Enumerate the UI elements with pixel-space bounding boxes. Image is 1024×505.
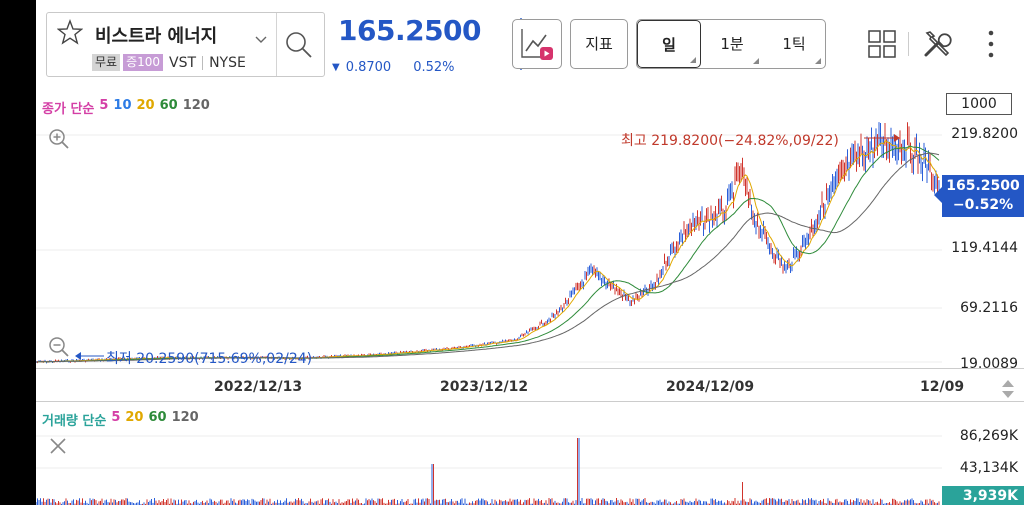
search-icon[interactable]: [283, 29, 315, 61]
ma-10: 10: [113, 98, 132, 113]
x-axis-label: 2024/12/09: [666, 379, 755, 395]
change-percent: 0.52%: [413, 60, 455, 75]
close-icon[interactable]: [48, 436, 68, 456]
tools-icon[interactable]: [922, 29, 952, 59]
current-price: 165.2500: [338, 14, 482, 47]
x-axis-label: 2023/12/12: [440, 379, 529, 395]
scroll-arrows-icon[interactable]: [1000, 378, 1016, 400]
divider: [276, 13, 277, 76]
free-badge: 무료: [92, 54, 121, 71]
ticker: VST: [169, 54, 197, 71]
vol-ma-5: 5: [111, 410, 121, 425]
down-triangle-icon: ▼: [332, 62, 340, 73]
ma-5: 5: [99, 98, 109, 113]
ma-120: 120: [182, 98, 210, 113]
price-ma-legend[interactable]: 종가 단순 5 10 20 60 120: [42, 98, 210, 117]
price-chart[interactable]: 종가 단순 5 10 20 60 120 1000 219.8200 119.4…: [36, 90, 1024, 400]
moving-average-line: [36, 145, 940, 363]
x-axis: 2022/12/13 2023/12/12 2024/12/09 12/09: [36, 368, 1024, 400]
x-axis-label: 2022/12/13: [214, 379, 303, 395]
change-value: 0.8700: [345, 60, 392, 75]
vol-ma-120: 120: [171, 410, 199, 425]
marker-percent: −0.52%: [952, 197, 1014, 213]
y-axis-label: 119.4144: [951, 240, 1018, 256]
x-axis-label: 12/09: [920, 379, 965, 395]
stock-name[interactable]: 비스트라 에너지: [95, 26, 218, 47]
current-volume-marker: 3,939K: [942, 486, 1024, 505]
exchange: NYSE: [209, 54, 246, 71]
layout-grid-icon[interactable]: [868, 30, 896, 58]
ma-60: 60: [159, 98, 178, 113]
volume-axis-label: 43,134K: [959, 460, 1018, 476]
stock-tags: 무료 증100 VST NYSE: [92, 54, 246, 71]
low-arrow-head: [75, 352, 81, 360]
period-label: 1틱: [782, 35, 806, 53]
more-vertical-icon[interactable]: [986, 28, 996, 60]
corner-triangle-icon: [815, 58, 821, 64]
marker-price: 165.2500: [946, 178, 1020, 194]
moving-average-line: [36, 152, 940, 363]
current-price-marker: 165.2500 −0.52%: [934, 175, 1024, 217]
vol-ma-20: 20: [125, 410, 144, 425]
candle-count-button[interactable]: 1000: [946, 93, 1012, 115]
stock-selector[interactable]: 비스트라 에너지 무료 증100 VST NYSE: [46, 12, 325, 77]
low-annotation: 최저 20.2590(715.69%,02/24): [106, 351, 313, 367]
high-annotation: 최고 219.8200(−24.82%,09/22): [621, 133, 839, 149]
divider: [908, 32, 909, 56]
moving-average-line: [36, 140, 940, 363]
ma-title: 종가 단순: [42, 102, 95, 117]
period-label: 1분: [720, 35, 744, 53]
volume-chart[interactable]: 거래량 단순 5 20 60 120 86,269K 43,134K 3,939…: [36, 401, 1024, 505]
chart-type-button[interactable]: [512, 19, 562, 69]
period-selector: 일 1분 1틱: [636, 19, 826, 69]
volume-ma-legend[interactable]: 거래량 단순 5 20 60 120: [42, 410, 199, 429]
margin-badge: 증100: [123, 54, 164, 71]
marker-arrow-icon: [934, 187, 942, 203]
vol-ma-title: 거래량 단순: [42, 414, 107, 429]
header: 비스트라 에너지 무료 증100 VST NYSE 165.2500 ▼ 0.8…: [36, 0, 1024, 90]
ma-20: 20: [136, 98, 155, 113]
y-axis-label: 219.8200: [951, 126, 1018, 142]
volume-axis-label: 86,269K: [959, 428, 1018, 444]
high-arrow-head: [894, 134, 900, 142]
period-daily[interactable]: 일: [637, 20, 701, 68]
divider: [202, 55, 204, 70]
corner-triangle-icon: [753, 58, 759, 64]
corner-triangle-icon: [690, 57, 696, 63]
volume-plot[interactable]: [36, 402, 1024, 505]
period-1tick[interactable]: 1틱: [763, 20, 825, 68]
y-axis-label: 69.2116: [960, 300, 1018, 316]
zoom-in-icon[interactable]: [48, 128, 70, 150]
vol-ma-60: 60: [148, 410, 167, 425]
chevron-down-icon[interactable]: [255, 35, 267, 45]
chart-line-icon: [521, 29, 553, 60]
price-change: ▼ 0.8700 0.52%: [332, 60, 455, 75]
price-plot[interactable]: [36, 90, 1024, 368]
zoom-out-icon[interactable]: [48, 336, 70, 358]
trading-app: 비스트라 에너지 무료 증100 VST NYSE 165.2500 ▼ 0.8…: [36, 0, 1024, 505]
star-icon[interactable]: [57, 19, 83, 45]
indicator-button[interactable]: 지표: [570, 19, 628, 69]
period-1min[interactable]: 1분: [701, 20, 763, 68]
period-label: 일: [662, 36, 676, 54]
